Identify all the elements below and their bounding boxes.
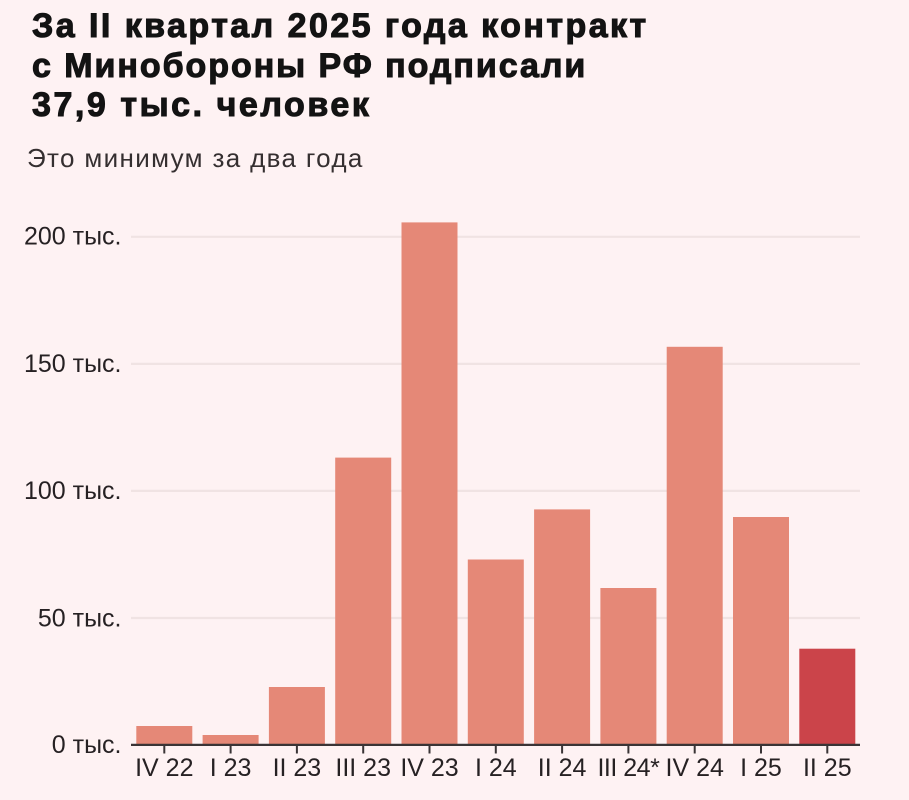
svg-text:I 25: I 25 [740,754,782,782]
svg-text:100 тыс.: 100 тыс. [24,477,122,505]
svg-text:50 тыс.: 50 тыс. [38,604,122,632]
svg-text:150 тыс.: 150 тыс. [24,350,122,378]
svg-text:III 23: III 23 [335,754,391,782]
svg-text:200 тыс.: 200 тыс. [24,223,122,251]
svg-text:I 24: I 24 [475,754,517,782]
svg-text:I 23: I 23 [210,754,252,782]
svg-text:IV 22: IV 22 [135,754,193,782]
svg-text:II 24: II 24 [538,754,587,782]
svg-text:IV 24: IV 24 [666,754,724,782]
svg-text:II 25: II 25 [803,754,852,782]
svg-text:IV 23: IV 23 [400,754,458,782]
svg-text:III 24*: III 24* [597,754,660,782]
svg-text:II 23: II 23 [273,754,322,782]
svg-text:0 тыс.: 0 тыс. [52,731,122,759]
